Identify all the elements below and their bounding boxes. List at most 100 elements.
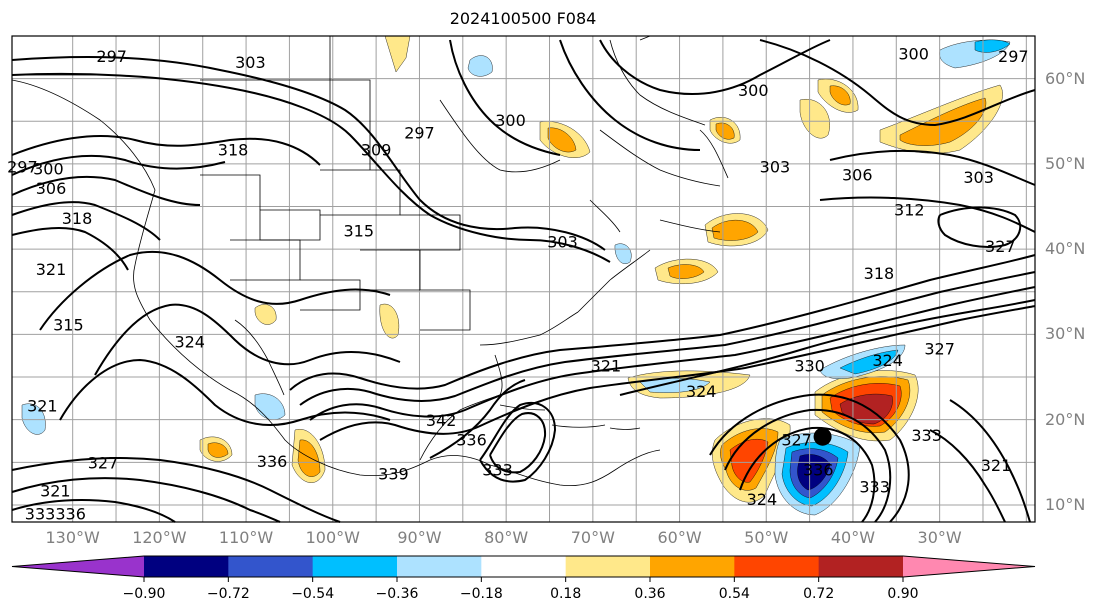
coastline-segment: [360, 249, 421, 291]
longitude-label: 70°W: [570, 528, 615, 547]
colorbar-segment: [144, 556, 229, 577]
shaded-region: [899, 97, 987, 146]
latitude-label: 60°N: [1045, 68, 1086, 88]
contour-line: [929, 429, 1006, 523]
colorbar-segment: [312, 556, 398, 577]
coastline-segment: [609, 427, 641, 430]
contour-lines: [11, 39, 1036, 523]
contour-line: [759, 39, 1036, 127]
coastline-segment: [479, 311, 579, 346]
colorbar-tick-label: 0.54: [718, 586, 750, 602]
contour-label: 339: [378, 465, 409, 484]
contour-label: 309: [361, 141, 392, 160]
coastline-segment: [639, 35, 651, 41]
map-frame: [11, 35, 1036, 523]
contour-line: [319, 305, 1036, 441]
contour-line: [11, 499, 176, 523]
shaded-region: [715, 122, 735, 140]
colorbar-tick-label: −0.90: [122, 586, 166, 602]
gridlines: [12, 35, 1035, 522]
map-title: 2024100500 F084: [449, 9, 597, 28]
contour-label: 297: [404, 124, 435, 143]
contour-label: 300: [738, 81, 769, 100]
colorbar-tick-label: 0.18: [550, 586, 582, 602]
contour-label: 324: [747, 490, 778, 509]
colorbar-tick-label: −0.36: [375, 586, 419, 602]
colorbar-segment: [734, 556, 820, 577]
longitude-label: 120°W: [132, 528, 187, 547]
contour-line: [11, 56, 606, 251]
contour-label: 321: [591, 356, 622, 375]
colorbar-tick-label: 0.36: [634, 586, 666, 602]
coastline-segment: [300, 279, 361, 311]
coastline-segment: [551, 424, 606, 428]
contour-label: 327: [88, 454, 119, 473]
contour-line: [829, 149, 1036, 186]
contour-line: [11, 201, 161, 241]
latitude-label: 40°N: [1045, 239, 1086, 259]
contour-label: 342: [426, 411, 457, 430]
shaded-region: [799, 99, 830, 139]
contour-label: 327: [985, 237, 1016, 256]
colorbar-tick-label: −0.18: [459, 586, 503, 602]
shaded-region: [974, 39, 1011, 53]
coastline-segment: [577, 249, 651, 313]
contour-label: 333: [482, 460, 513, 479]
contour-line: [479, 402, 557, 483]
shaded-region: [829, 85, 851, 106]
contour-label: 324: [174, 332, 205, 351]
shaded-region: [614, 243, 632, 264]
longitude-label: 110°W: [218, 528, 274, 547]
contour-label: 336: [803, 460, 834, 479]
contour-label: 336: [456, 431, 487, 450]
contour-label: 297: [96, 47, 127, 66]
coastline-segment: [11, 79, 661, 487]
contour-label: 330: [794, 356, 825, 375]
contour-line: [449, 39, 561, 156]
contour-label: 300: [495, 111, 526, 130]
coastline-segment: [659, 219, 721, 233]
contour-label: 303: [760, 158, 791, 177]
contour-label: 324: [686, 382, 717, 401]
longitude-label: 80°W: [484, 528, 529, 547]
longitude-label: 60°W: [657, 528, 702, 547]
contour-line: [11, 175, 201, 206]
longitude-label: 30°W: [917, 528, 962, 547]
coastline-segment: [609, 39, 706, 126]
contour-label: 327: [781, 431, 812, 450]
contour-line: [289, 254, 1036, 391]
contour-line: [739, 426, 876, 523]
contour-label: 336: [257, 452, 288, 471]
coastline-segment: [599, 129, 721, 187]
latitude-label: 50°N: [1045, 153, 1086, 173]
shaded-region: [207, 442, 229, 458]
contour-label: 315: [344, 222, 375, 241]
contour-label: 318: [62, 209, 93, 228]
coastline-segment: [259, 209, 321, 241]
storm-markers: [813, 427, 832, 446]
colorbar-extend-low: [12, 556, 144, 577]
shaded-region: [547, 127, 577, 153]
contour-label: 318: [864, 264, 895, 283]
contour-line: [619, 299, 1036, 396]
shaded-region: [839, 349, 899, 375]
colorbar-segment: [565, 556, 651, 577]
coastline-segment: [589, 199, 621, 233]
contour-line: [489, 412, 547, 474]
contour-line: [559, 39, 701, 151]
contour-label: 300: [33, 159, 64, 178]
contour-line: [11, 72, 611, 263]
contour-line: [11, 477, 281, 523]
contour-label: 306: [842, 165, 873, 184]
contour-label: 321: [36, 260, 67, 279]
contour-label: 300: [898, 44, 929, 63]
contour-label: 333: [911, 426, 942, 445]
colorbar-segment: [397, 556, 482, 577]
longitude-label: 130°W: [45, 528, 100, 547]
coastline-segment: [200, 174, 261, 210]
coastline-segment: [439, 99, 561, 173]
longitude-label: 90°W: [397, 528, 442, 547]
coastline-segment: [200, 79, 371, 170]
contour-label: 315: [53, 315, 84, 334]
